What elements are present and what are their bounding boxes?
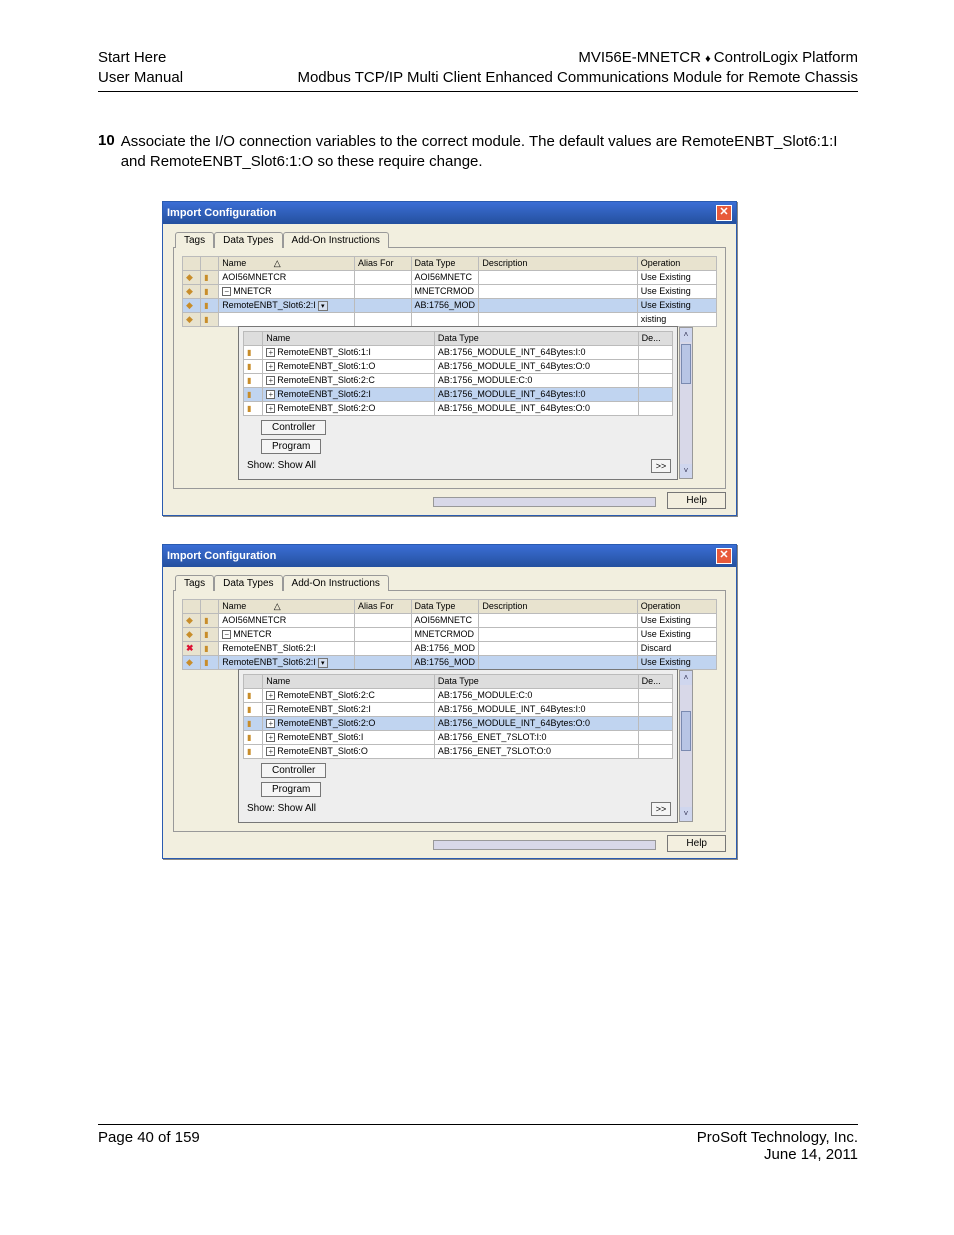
header-right-2: Modbus TCP/IP Multi Client Enhanced Comm… bbox=[297, 68, 858, 88]
table-row[interactable]: ◆▮−MNETCRMNETCRMODUse Existing bbox=[183, 284, 717, 298]
footer-rule bbox=[98, 1124, 858, 1125]
scroll-up-icon[interactable]: ˄ bbox=[680, 328, 692, 342]
step-number: 10 bbox=[98, 132, 121, 173]
list-item[interactable]: ▮+RemoteENBT_Slot6:2:IAB:1756_MODULE_INT… bbox=[244, 702, 673, 716]
list-item[interactable]: ▮+RemoteENBT_Slot6:2:OAB:1756_MODULE_INT… bbox=[244, 401, 673, 415]
header: Start Here MVI56E-MNETCR ♦ ControlLogix … bbox=[98, 48, 858, 92]
list-item[interactable]: ▮+RemoteENBT_Slot6:2:OAB:1756_MODULE_INT… bbox=[244, 716, 673, 730]
dd-col-name[interactable]: Name bbox=[263, 331, 435, 345]
step-text: Associate the I/O connection variables t… bbox=[121, 132, 858, 173]
import-config-dialog-1: Import Configuration ✕ Tags Data Types A… bbox=[162, 201, 737, 516]
expand-button[interactable]: >> bbox=[651, 802, 671, 816]
table-row[interactable]: ◆▮RemoteENBT_Slot6:2:I▾AB:1756_MODUse Ex… bbox=[183, 298, 717, 312]
scroll-down-icon[interactable]: ˅ bbox=[680, 464, 692, 478]
col-name[interactable]: Name △ bbox=[219, 599, 355, 613]
list-item[interactable]: ▮+RemoteENBT_Slot6:1:OAB:1756_MODULE_INT… bbox=[244, 359, 673, 373]
help-button[interactable]: Help bbox=[667, 492, 726, 509]
scroll-thumb[interactable] bbox=[681, 344, 691, 384]
tab-panel: Name △ Alias For Data Type Description O… bbox=[173, 590, 726, 832]
dropdown-grid-1[interactable]: Name Data Type De... ▮+RemoteENBT_Slot6:… bbox=[243, 331, 673, 416]
dd-scrollbar[interactable]: ˄ ˅ bbox=[679, 327, 693, 479]
list-item[interactable]: ▮+RemoteENBT_Slot6:2:CAB:1756_MODULE:C:0 bbox=[244, 373, 673, 387]
tags-grid[interactable]: Name △ Alias For Data Type Description O… bbox=[182, 256, 717, 327]
list-item[interactable]: ▮+RemoteENBT_Slot6:2:IAB:1756_MODULE_INT… bbox=[244, 387, 673, 401]
tab-data-types[interactable]: Data Types bbox=[214, 232, 282, 248]
table-row[interactable]: ◆▮AOI56MNETCRAOI56MNETCUse Existing bbox=[183, 270, 717, 284]
dd-col-de[interactable]: De... bbox=[638, 331, 672, 345]
list-item[interactable]: ▮+RemoteENBT_Slot6:1:IAB:1756_MODULE_INT… bbox=[244, 345, 673, 359]
show-label: Show: Show All bbox=[247, 803, 673, 814]
table-row[interactable]: ◆▮AOI56MNETCRAOI56MNETCUse Existing bbox=[183, 613, 717, 627]
dropdown-panel-1: Name Data Type De... ▮+RemoteENBT_Slot6:… bbox=[238, 326, 678, 480]
list-item[interactable]: ▮+RemoteENBT_Slot6:IAB:1756_ENET_7SLOT:I… bbox=[244, 730, 673, 744]
titlebar: Import Configuration ✕ bbox=[163, 545, 736, 567]
page-container: Start Here MVI56E-MNETCR ♦ ControlLogix … bbox=[98, 48, 858, 1163]
controller-button[interactable]: Controller bbox=[261, 420, 326, 435]
horizontal-scrollbar[interactable] bbox=[433, 497, 656, 507]
footer-right: ProSoft Technology, Inc. June 14, 2011 bbox=[697, 1129, 858, 1163]
list-item[interactable]: ▮+RemoteENBT_Slot6:2:CAB:1756_MODULE:C:0 bbox=[244, 688, 673, 702]
table-row[interactable]: ◆▮xisting bbox=[183, 312, 717, 326]
table-row[interactable]: ◆▮−MNETCRMNETCRMODUse Existing bbox=[183, 627, 717, 641]
scroll-up-icon[interactable]: ˄ bbox=[680, 671, 692, 685]
import-config-dialog-2: Import Configuration ✕ Tags Data Types A… bbox=[162, 544, 737, 859]
col-dtype[interactable]: Data Type bbox=[411, 599, 479, 613]
dropdown-grid-2[interactable]: Name Data Type De... ▮+RemoteENBT_Slot6:… bbox=[243, 674, 673, 759]
date: June 14, 2011 bbox=[764, 1146, 858, 1163]
dd-col-dtype[interactable]: Data Type bbox=[434, 331, 638, 345]
dialog-title: Import Configuration bbox=[167, 207, 276, 219]
table-row[interactable]: ✖▮RemoteENBT_Slot6:2:IAB:1756_MODDiscard bbox=[183, 641, 717, 655]
diamond-icon: ♦ bbox=[705, 53, 714, 65]
col-desc[interactable]: Description bbox=[479, 599, 637, 613]
program-button[interactable]: Program bbox=[261, 782, 321, 797]
col-name[interactable]: Name △ bbox=[219, 256, 355, 270]
col-alias[interactable]: Alias For bbox=[354, 599, 411, 613]
footer: Page 40 of 159 ProSoft Technology, Inc. … bbox=[98, 1124, 858, 1163]
col-alias[interactable]: Alias For bbox=[354, 256, 411, 270]
tab-tags[interactable]: Tags bbox=[175, 232, 214, 248]
header-left-1: Start Here bbox=[98, 48, 166, 68]
tab-data-types[interactable]: Data Types bbox=[214, 575, 282, 591]
close-button[interactable]: ✕ bbox=[716, 548, 732, 564]
table-row[interactable]: ◆▮RemoteENBT_Slot6:2:I▾AB:1756_MODUse Ex… bbox=[183, 655, 717, 669]
close-button[interactable]: ✕ bbox=[716, 205, 732, 221]
program-button[interactable]: Program bbox=[261, 439, 321, 454]
scroll-down-icon[interactable]: ˅ bbox=[680, 807, 692, 821]
dd-col-de[interactable]: De... bbox=[638, 674, 672, 688]
col-op[interactable]: Operation bbox=[637, 599, 716, 613]
company: ProSoft Technology, Inc. bbox=[697, 1129, 858, 1146]
dropdown-panel-2: Name Data Type De... ▮+RemoteENBT_Slot6:… bbox=[238, 669, 678, 823]
tab-addon[interactable]: Add-On Instructions bbox=[283, 232, 389, 248]
dd-scrollbar[interactable]: ˄ ˅ bbox=[679, 670, 693, 822]
horizontal-scrollbar[interactable] bbox=[433, 840, 656, 850]
dd-col-dtype[interactable]: Data Type bbox=[434, 674, 638, 688]
tab-panel: Name △ Alias For Data Type Description O… bbox=[173, 247, 726, 489]
dd-col-name[interactable]: Name bbox=[263, 674, 435, 688]
header-left-2: User Manual bbox=[98, 68, 183, 88]
tab-addon[interactable]: Add-On Instructions bbox=[283, 575, 389, 591]
header-rule bbox=[98, 91, 858, 92]
step-10: 10 Associate the I/O connection variable… bbox=[98, 132, 858, 173]
tab-strip: Tags Data Types Add-On Instructions bbox=[175, 232, 726, 248]
header-right-1: MVI56E-MNETCR ♦ ControlLogix Platform bbox=[578, 48, 858, 68]
col-desc[interactable]: Description bbox=[479, 256, 637, 270]
show-label: Show: Show All bbox=[247, 460, 673, 471]
list-item[interactable]: ▮+RemoteENBT_Slot6:OAB:1756_ENET_7SLOT:O… bbox=[244, 744, 673, 758]
col-op[interactable]: Operation bbox=[637, 256, 716, 270]
scroll-thumb[interactable] bbox=[681, 711, 691, 751]
tab-tags[interactable]: Tags bbox=[175, 575, 214, 591]
tab-strip: Tags Data Types Add-On Instructions bbox=[175, 575, 726, 591]
dialog-title: Import Configuration bbox=[167, 550, 276, 562]
page-number: Page 40 of 159 bbox=[98, 1129, 200, 1163]
expand-button[interactable]: >> bbox=[651, 459, 671, 473]
help-button[interactable]: Help bbox=[667, 835, 726, 852]
tags-grid[interactable]: Name △ Alias For Data Type Description O… bbox=[182, 599, 717, 670]
controller-button[interactable]: Controller bbox=[261, 763, 326, 778]
titlebar: Import Configuration ✕ bbox=[163, 202, 736, 224]
col-dtype[interactable]: Data Type bbox=[411, 256, 479, 270]
